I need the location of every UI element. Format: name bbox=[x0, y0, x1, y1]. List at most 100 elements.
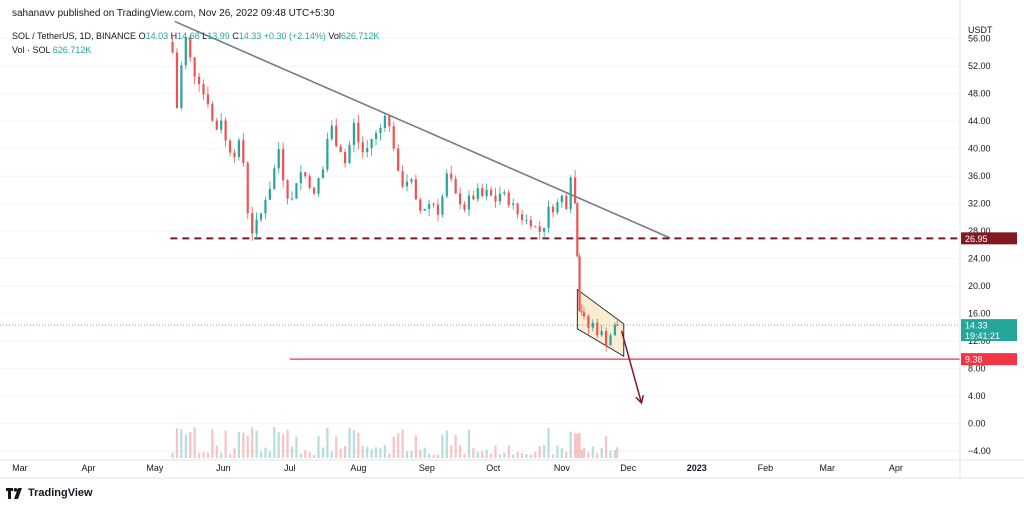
candle bbox=[534, 225, 537, 228]
volume-bar bbox=[211, 429, 214, 458]
volume-legend[interactable]: Vol · SOL 626.712K bbox=[12, 45, 91, 55]
candle bbox=[233, 149, 236, 163]
y-tick-label: 32.00 bbox=[968, 199, 991, 209]
volume-bar bbox=[215, 445, 218, 458]
y-tick-label: 40.00 bbox=[968, 144, 991, 154]
candle bbox=[317, 177, 320, 197]
candle bbox=[414, 174, 417, 200]
high-value: 14.68 bbox=[177, 31, 200, 41]
volume-bar bbox=[616, 447, 619, 458]
volume-bar bbox=[512, 454, 515, 458]
candle bbox=[180, 61, 183, 111]
volume-bar bbox=[423, 447, 426, 458]
volume-bar bbox=[308, 452, 311, 458]
volume-bar bbox=[321, 447, 325, 458]
candle bbox=[580, 304, 583, 317]
tradingview-logo[interactable]: TradingView bbox=[6, 487, 93, 499]
symbol-legend[interactable]: SOL / TetherUS, 1D, BINANCE O14.03 H14.6… bbox=[12, 31, 379, 41]
volume-bar bbox=[498, 454, 502, 458]
volume-bar bbox=[596, 452, 599, 458]
price-label: 26.95 bbox=[961, 232, 1017, 245]
candle bbox=[551, 204, 555, 218]
candle bbox=[339, 143, 342, 153]
candle bbox=[543, 227, 546, 239]
volume-bar bbox=[580, 449, 583, 458]
x-tick-label: Nov bbox=[554, 463, 571, 473]
volume-bar bbox=[591, 446, 594, 458]
trendline[interactable] bbox=[174, 20, 671, 239]
volume-bar bbox=[476, 451, 479, 458]
x-tick-label: Aug bbox=[350, 463, 366, 473]
close-label: C bbox=[232, 31, 239, 41]
volume-bar bbox=[206, 452, 210, 458]
candle bbox=[587, 314, 590, 335]
candle bbox=[574, 169, 577, 205]
volume-bar bbox=[450, 445, 453, 458]
candle bbox=[445, 169, 448, 199]
candle bbox=[357, 114, 360, 150]
candle bbox=[313, 186, 316, 195]
volume-bar bbox=[273, 427, 276, 458]
volume-bar bbox=[330, 451, 333, 458]
grid bbox=[0, 38, 960, 452]
open-value: 14.03 bbox=[145, 31, 169, 41]
volume-bar bbox=[560, 447, 563, 458]
falling-channel[interactable] bbox=[576, 288, 625, 358]
high-label: H bbox=[170, 31, 178, 41]
candle bbox=[405, 174, 409, 192]
candle bbox=[538, 220, 541, 240]
x-tick-label: Feb bbox=[758, 463, 774, 473]
candle bbox=[503, 189, 506, 196]
time-axis[interactable]: Mar Apr May Jun Jul Aug Sep Oct Nov Dec 2023 Feb Mar… bbox=[0, 459, 1024, 479]
volume-bar bbox=[370, 449, 373, 458]
volume-symbol-label: Vol · SOL bbox=[12, 45, 51, 55]
volume-bar bbox=[304, 450, 307, 458]
candle bbox=[175, 48, 179, 109]
candle bbox=[282, 142, 285, 188]
candle bbox=[609, 333, 612, 346]
volume-bar bbox=[525, 454, 528, 458]
volume-bar bbox=[233, 448, 236, 458]
candle bbox=[304, 171, 307, 179]
volume-bar bbox=[401, 429, 404, 458]
candle bbox=[423, 208, 426, 212]
candle bbox=[224, 117, 227, 147]
candle bbox=[481, 183, 484, 198]
volume-bar bbox=[335, 436, 338, 458]
volume-bar bbox=[463, 453, 466, 458]
candle bbox=[397, 144, 400, 172]
candle bbox=[286, 178, 289, 205]
vol-label: Vol bbox=[328, 31, 341, 41]
volume-bar bbox=[282, 434, 285, 458]
volume-bar bbox=[264, 447, 267, 458]
candle bbox=[202, 79, 205, 101]
candle bbox=[489, 186, 493, 197]
x-tick-label: Mar bbox=[820, 463, 836, 473]
candle bbox=[370, 138, 373, 157]
candle bbox=[189, 35, 192, 62]
volume-bar bbox=[224, 430, 227, 458]
y-tick-label: 48.00 bbox=[968, 89, 991, 99]
volume-bar bbox=[357, 432, 360, 458]
volume-bar bbox=[268, 451, 271, 458]
candle bbox=[361, 136, 364, 159]
volume-bar bbox=[445, 430, 448, 458]
candle bbox=[251, 206, 254, 241]
volume-bar bbox=[576, 433, 579, 458]
candle bbox=[450, 165, 453, 182]
down-arrow[interactable] bbox=[620, 330, 645, 405]
change-value: +0.30 (+2.14%) bbox=[263, 31, 326, 41]
volume-bar bbox=[202, 452, 205, 458]
y-tick-label: 0.00 bbox=[968, 419, 986, 429]
price-axis[interactable]: 56.00 52.00 48.00 44.00 40.00 36.00 32.00 28.00… bbox=[959, 0, 991, 478]
candle bbox=[255, 212, 258, 240]
svg-text:26.95: 26.95 bbox=[965, 234, 988, 244]
candle bbox=[171, 37, 174, 54]
volume-bar bbox=[180, 429, 183, 458]
svg-text:9.38: 9.38 bbox=[965, 355, 983, 365]
volume-bar bbox=[600, 447, 603, 458]
y-tick-label: 36.00 bbox=[968, 171, 991, 181]
volume-bar bbox=[290, 446, 294, 458]
candle bbox=[436, 198, 440, 222]
